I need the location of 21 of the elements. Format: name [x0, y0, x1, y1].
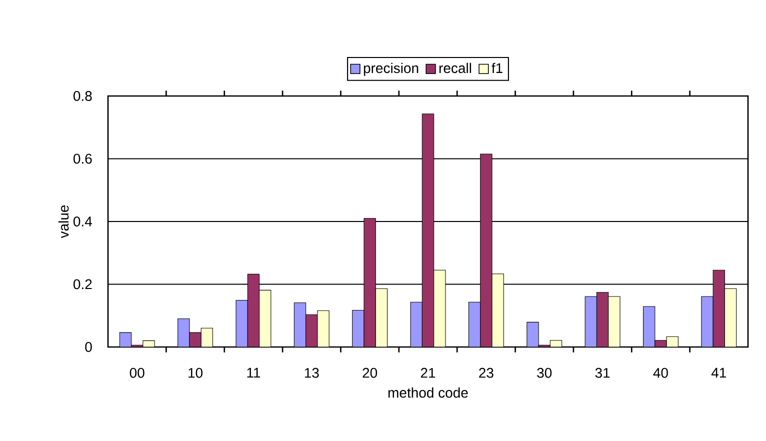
y-tick-label: 0.8 [73, 91, 92, 101]
x-tick-label: 11 [247, 368, 260, 378]
x-tick-label: 41 [711, 368, 726, 378]
legend-label: precision [364, 62, 418, 76]
x-tick-label: 00 [130, 368, 144, 378]
x-tick-label: 20 [362, 368, 378, 378]
y-tick-label: 0.4 [73, 216, 92, 226]
x-tick-label: 21 [420, 368, 436, 378]
legend-label: f1 [492, 62, 502, 73]
y-axis-title: value [58, 205, 69, 238]
y-tick-label: 0.2 [73, 279, 92, 290]
y-tick-label: 0 [85, 342, 92, 352]
x-tick-label: 31 [595, 368, 610, 378]
x-tick-label: 13 [304, 368, 319, 378]
legend-label: recall [439, 62, 472, 74]
x-axis-title: method code [388, 387, 468, 398]
x-tick-label: 40 [653, 368, 668, 378]
y-tick-label: 0.6 [73, 154, 92, 164]
x-tick-label: 30 [537, 368, 552, 378]
x-tick-label: 10 [188, 368, 203, 378]
x-tick-label: 23 [479, 368, 494, 378]
